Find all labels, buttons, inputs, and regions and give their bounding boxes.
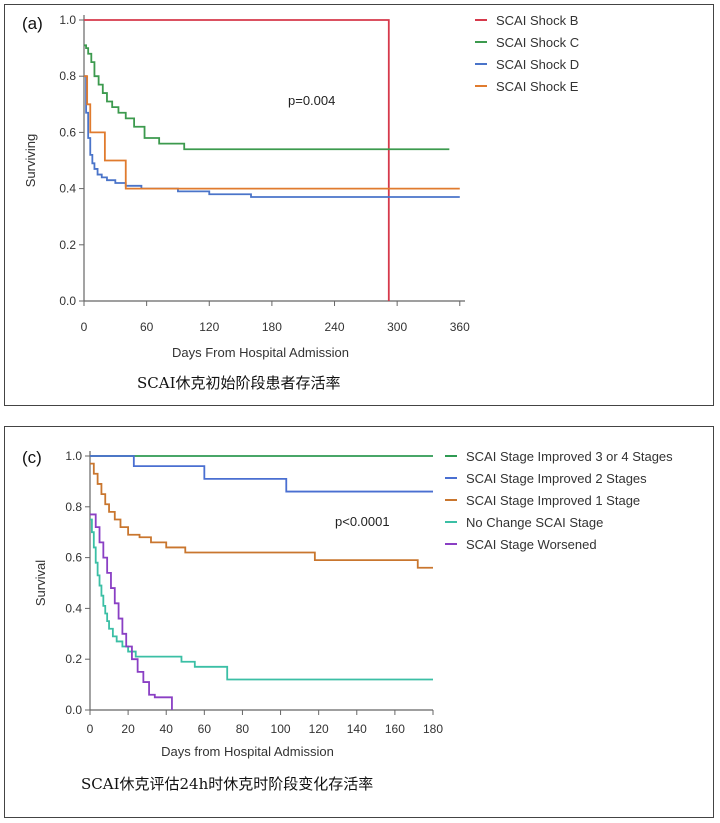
chartc-legend-entry: No Change SCAI Stage xyxy=(466,515,603,530)
chartc-legend-entry: SCAI Stage Improved 2 Stages xyxy=(466,471,647,486)
charta-series-line-1 xyxy=(84,19,390,301)
chartc-ytick-label: 0.4 xyxy=(65,601,82,615)
charta-series-line-3 xyxy=(84,75,460,198)
chartc-xlabel: Days from Hospital Admission xyxy=(161,744,334,759)
chartc-xtick-label: 100 xyxy=(271,722,291,736)
charta-xtick-label: 60 xyxy=(140,320,154,334)
charta-xtick-label: 300 xyxy=(387,320,407,334)
chartc-legend-entry: SCAI Stage Improved 1 Stage xyxy=(466,493,640,508)
charta-xtick-label: 180 xyxy=(262,320,282,334)
chartc-xtick-label: 0 xyxy=(87,722,94,736)
chartc-ytick-label: 0.2 xyxy=(65,652,82,666)
chart-c-svg: (c) 0.0 0.2 0.4 0.6 0.8 1.0 0 20 40 60 80 100 120 140 1… xyxy=(22,448,673,793)
chartc-ytick-label: 1.0 xyxy=(65,449,82,463)
charta-p-value: p=0.004 xyxy=(288,93,335,108)
charta-xtick-label: 240 xyxy=(325,320,345,334)
chartc-series-line-3 xyxy=(90,462,433,569)
charta-panel-label: (a) xyxy=(22,14,43,33)
chartc-ytick-label: 0.0 xyxy=(65,703,82,717)
charta-xtick-label: 120 xyxy=(199,320,219,334)
charta-legend-entry: SCAI Shock B xyxy=(496,13,578,28)
charta-ylabel: Surviving xyxy=(23,134,38,187)
charta-ytick-label: 0.6 xyxy=(59,125,76,139)
chartc-xtick-label: 60 xyxy=(198,722,212,736)
charta-xtick-label: 0 xyxy=(81,320,88,334)
charta-legend-entry: SCAI Shock C xyxy=(496,35,579,50)
charta-legend-entry: SCAI Shock E xyxy=(496,79,579,94)
chartc-series-line-2 xyxy=(90,455,433,493)
chartc-legend-entry: SCAI Stage Improved 3 or 4 Stages xyxy=(466,449,673,464)
chartc-xtick-label: 160 xyxy=(385,722,405,736)
charta-legend-entry: SCAI Shock D xyxy=(496,57,579,72)
chartc-xtick-label: 140 xyxy=(347,722,367,736)
charta-ytick-label: 0.2 xyxy=(59,238,76,252)
chartc-xtick-label: 120 xyxy=(309,722,329,736)
charta-ytick-label: 1.0 xyxy=(59,13,76,27)
chartc-caption: SCAI休克评估24h时休克时阶段变化存活率 xyxy=(81,775,373,793)
chartc-ytick-label: 0.8 xyxy=(65,500,82,514)
charta-ytick-label: 0.4 xyxy=(59,182,76,196)
chartc-xtick-label: 180 xyxy=(423,722,443,736)
charta-xlabel: Days From Hospital Admission xyxy=(172,345,349,360)
chartc-xtick-label: 40 xyxy=(160,722,174,736)
charta-series-line-4 xyxy=(84,75,460,190)
charta-xtick-label: 360 xyxy=(450,320,470,334)
charta-caption: SCAI休克初始阶段患者存活率 xyxy=(137,374,341,392)
charta-ytick-label: 0.8 xyxy=(59,69,76,83)
chartc-ytick-label: 0.6 xyxy=(65,551,82,565)
chartc-p-value: p<0.0001 xyxy=(335,514,390,529)
chartc-series-line-5 xyxy=(90,513,173,710)
chart-panel-a: (a) 0.0 0.2 0.4 0.6 0.8 1.0 0 60 120 180 240 300 360 D… xyxy=(4,4,714,406)
charta-series-line-2 xyxy=(84,44,450,151)
chartc-legend-entry: SCAI Stage Worsened xyxy=(466,537,597,552)
charta-ytick-label: 0.0 xyxy=(59,294,76,308)
chartc-panel-label: (c) xyxy=(22,448,42,467)
chartc-ylabel: Survival xyxy=(33,560,48,606)
chartc-xtick-label: 20 xyxy=(121,722,135,736)
chart-a-svg: (a) 0.0 0.2 0.4 0.6 0.8 1.0 0 60 120 180 240 300 360 D… xyxy=(22,13,579,392)
chart-panel-c: (c) 0.0 0.2 0.4 0.6 0.8 1.0 0 20 40 60 80 100 120 140 1… xyxy=(4,426,714,818)
chartc-series-line-4 xyxy=(90,518,433,681)
chartc-xtick-label: 80 xyxy=(236,722,250,736)
